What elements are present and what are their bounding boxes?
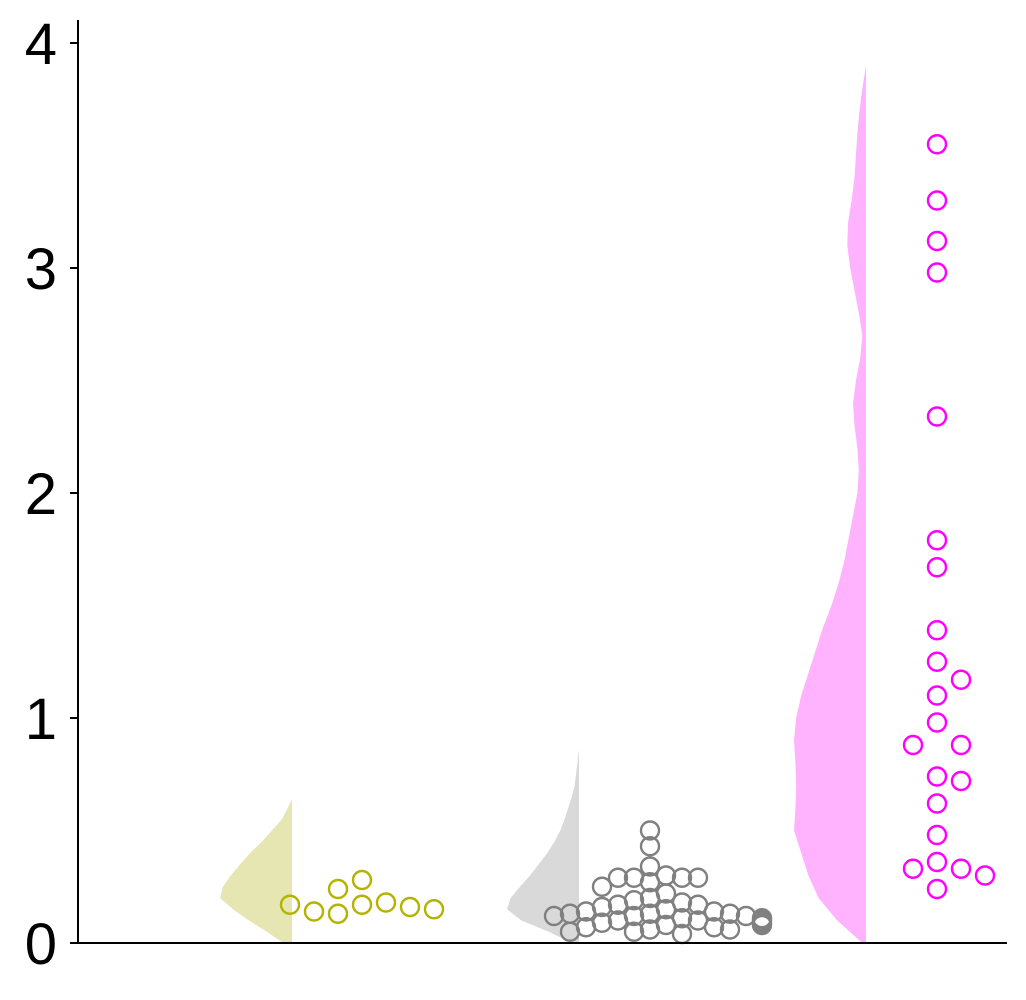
y-tick-label: 1 <box>25 687 57 752</box>
data-point <box>591 876 613 897</box>
data-point <box>926 134 948 155</box>
violin-shape-2 <box>507 749 579 943</box>
data-point <box>607 910 629 931</box>
data-point <box>703 901 725 922</box>
data-point <box>559 921 581 942</box>
data-point <box>926 685 948 706</box>
data-point <box>639 872 661 893</box>
data-point <box>751 914 773 936</box>
data-point <box>926 851 948 873</box>
data-point <box>623 921 645 942</box>
data-point <box>902 858 924 879</box>
data-point <box>575 901 597 922</box>
data-point <box>926 878 948 900</box>
y-axis-ticks: 0 1 2 3 4 <box>25 12 78 977</box>
data-point <box>926 793 948 814</box>
data-point <box>926 190 948 211</box>
data-point <box>423 899 445 920</box>
data-point <box>926 406 948 427</box>
data-point <box>902 734 924 756</box>
data-point <box>926 766 948 787</box>
violin-shape-1 <box>220 799 292 943</box>
data-point <box>703 917 725 938</box>
data-point <box>926 262 948 283</box>
data-point <box>950 858 972 879</box>
y-tick-label: 0 <box>25 912 57 977</box>
data-point <box>639 919 661 940</box>
data-point <box>351 869 373 891</box>
data-point <box>950 669 972 690</box>
data-point <box>607 867 629 888</box>
y-tick-label: 2 <box>25 462 57 527</box>
data-point <box>926 712 948 733</box>
data-point <box>926 530 948 551</box>
data-point <box>687 867 709 888</box>
data-point <box>327 903 349 924</box>
data-point <box>950 734 972 756</box>
y-tick-label: 3 <box>25 237 57 302</box>
data-point <box>639 820 661 841</box>
data-point <box>926 824 948 846</box>
data-point <box>543 905 565 927</box>
data-point <box>974 865 996 886</box>
data-point <box>639 856 661 877</box>
data-point <box>719 919 741 940</box>
violin-shape-3 <box>794 65 866 943</box>
data-point <box>607 894 629 915</box>
data-point <box>950 770 972 792</box>
data-point <box>639 903 661 924</box>
y-tick-label: 4 <box>25 12 57 77</box>
data-point <box>926 620 948 641</box>
plot-area <box>220 65 996 945</box>
data-point <box>639 887 661 909</box>
data-point <box>639 836 661 857</box>
data-point <box>351 894 373 915</box>
data-point <box>375 892 397 913</box>
data-point <box>926 557 948 578</box>
data-point <box>279 894 301 915</box>
data-point <box>671 867 693 888</box>
data-point <box>327 878 349 900</box>
data-point <box>926 230 948 252</box>
data-point <box>719 903 741 924</box>
data-point <box>926 651 948 672</box>
data-point <box>303 901 325 922</box>
data-point <box>399 896 421 918</box>
